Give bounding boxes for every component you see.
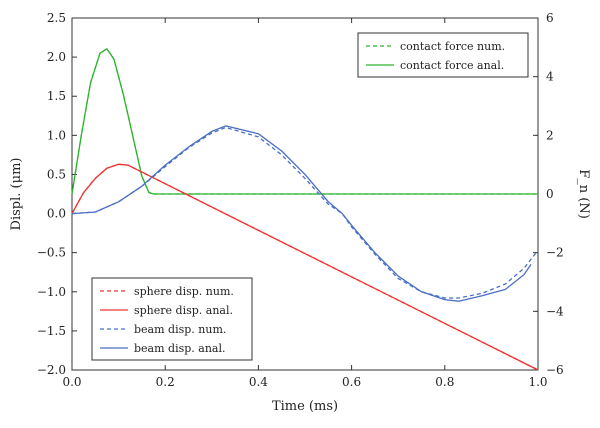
legend-label: beam disp. anal. bbox=[134, 342, 226, 355]
y2-tick-label: −6 bbox=[546, 363, 564, 377]
legend-label: contact force anal. bbox=[400, 59, 504, 72]
x-tick-label: 0.6 bbox=[342, 375, 361, 389]
y2-tick-label: 6 bbox=[546, 11, 554, 25]
series-line-sphere-disp-anal- bbox=[71, 163, 539, 371]
y-tick-label: −1.5 bbox=[37, 324, 66, 338]
legend-label: beam disp. num. bbox=[134, 323, 226, 336]
x-tick-label: 1.0 bbox=[528, 375, 547, 389]
series-line-beam-disp-anal- bbox=[71, 125, 532, 302]
y-tick-label: −0.5 bbox=[37, 246, 66, 260]
y2-tick-label: 2 bbox=[546, 128, 554, 142]
x-tick-label: 0.8 bbox=[435, 375, 454, 389]
y-tick-label: 2.5 bbox=[47, 11, 66, 25]
y2-tick-label: 4 bbox=[546, 70, 554, 84]
x-axis-label: Time (ms) bbox=[272, 399, 338, 414]
y2-axis-label: F_n (N) bbox=[576, 169, 591, 219]
legend-label: sphere disp. num. bbox=[134, 285, 234, 298]
y2-tick-label: 0 bbox=[546, 187, 554, 201]
y2-tick-label: −2 bbox=[546, 246, 564, 260]
y-tick-label: −2.0 bbox=[37, 363, 66, 377]
y2-tick-label: −4 bbox=[546, 304, 564, 318]
y-tick-label: −1.0 bbox=[37, 285, 66, 299]
series-line-beam-disp-num- bbox=[71, 126, 539, 299]
legend-box bbox=[357, 32, 529, 78]
x-tick-label: 0.0 bbox=[62, 375, 81, 389]
y-tick-label: 0.0 bbox=[47, 207, 66, 221]
y-tick-label: 0.5 bbox=[47, 167, 66, 181]
series-line-contact-force-anal- bbox=[71, 48, 538, 195]
x-tick-label: 0.2 bbox=[156, 375, 175, 389]
y-axis-label: Displ. (μm) bbox=[9, 158, 24, 231]
legend-label: sphere disp. anal. bbox=[134, 304, 233, 317]
legend-box bbox=[91, 277, 253, 361]
y-tick-label: 2.0 bbox=[47, 50, 66, 64]
x-tick-label: 0.4 bbox=[249, 375, 268, 389]
y-tick-label: 1.5 bbox=[47, 89, 66, 103]
y-tick-label: 1.0 bbox=[47, 128, 66, 142]
legend-label: contact force num. bbox=[400, 40, 505, 53]
